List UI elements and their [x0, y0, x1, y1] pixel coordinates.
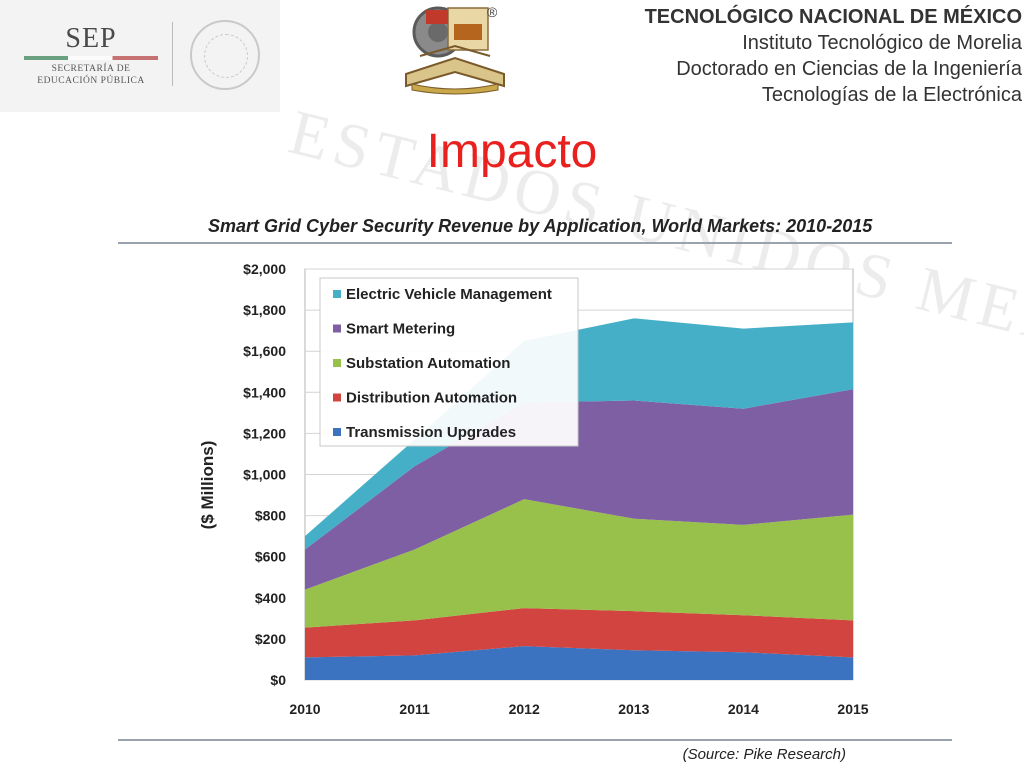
sep-logo-subtitle-1: SECRETARÍA DE [51, 64, 131, 74]
y-tick-label: $0 [270, 672, 286, 688]
y-tick-label: $1,600 [243, 343, 286, 359]
y-tick-label: $1,400 [243, 384, 286, 400]
chart-source: (Source: Pike Research) [682, 746, 846, 763]
legend-swatch [333, 290, 341, 298]
x-tick-label: 2010 [289, 701, 320, 717]
y-tick-label: $200 [255, 631, 286, 647]
y-axis-label: ($ Millions) [198, 441, 217, 530]
sep-logo: SEP SECRETARÍA DE EDUCACIÓN PÚBLICA [0, 0, 280, 112]
x-tick-label: 2014 [728, 701, 759, 717]
y-tick-label: $1,000 [243, 467, 286, 483]
slide-title: Impacto [426, 125, 598, 178]
y-tick-label: $400 [255, 590, 286, 606]
legend-label: Substation Automation [346, 355, 510, 372]
sep-logo-subtitle-2: EDUCACIÓN PÚBLICA [37, 76, 145, 86]
x-tick-label: 2012 [509, 701, 540, 717]
header-line-4: Tecnologías de la Electrónica [761, 84, 1022, 106]
area-electric-vehicle-management [305, 318, 853, 550]
legend-swatch [333, 393, 341, 402]
legend-swatch [333, 324, 341, 333]
itm-logo-icon [405, 6, 505, 95]
area-substation-automation [305, 499, 853, 628]
y-tick-label: $1,200 [243, 425, 286, 441]
institution-header: TECNOLÓGICO NACIONAL DE MÉXICO Instituto… [645, 4, 1022, 108]
area-smart-metering [305, 389, 853, 590]
legend-label: Electric Vehicle Management [346, 286, 552, 303]
legend-label: Distribution Automation [346, 390, 517, 407]
legend-swatch [333, 428, 341, 436]
x-tick-label: 2013 [618, 701, 649, 717]
legend-label: Transmission Upgrades [346, 424, 516, 441]
x-tick-label: 2011 [399, 701, 430, 717]
registered-mark: ® [487, 4, 498, 20]
mexico-seal-icon [190, 20, 260, 90]
y-tick-label: $800 [255, 508, 286, 524]
header-line-2: Instituto Tecnológico de Morelia [742, 32, 1022, 54]
area-distribution-automation [305, 608, 853, 658]
y-tick-label: $600 [255, 549, 286, 565]
legend-swatch [333, 359, 341, 367]
sep-logo-title: SEP [65, 23, 117, 54]
sep-logo-divider [172, 22, 173, 86]
chart-title: Smart Grid Cyber Security Revenue by App… [208, 216, 873, 236]
header-line-3: Doctorado en Ciencias de la Ingeniería [676, 58, 1022, 80]
legend-box [319, 277, 579, 447]
area-transmission-upgrades [305, 646, 853, 680]
y-tick-label: $1,800 [243, 302, 286, 318]
header-line-1: TECNOLÓGICO NACIONAL DE MÉXICO [644, 6, 1022, 28]
sep-logo-stripe [24, 56, 158, 60]
x-tick-label: 2015 [837, 701, 868, 717]
legend-label: Smart Metering [346, 321, 455, 338]
y-tick-label: $2,000 [243, 261, 286, 277]
